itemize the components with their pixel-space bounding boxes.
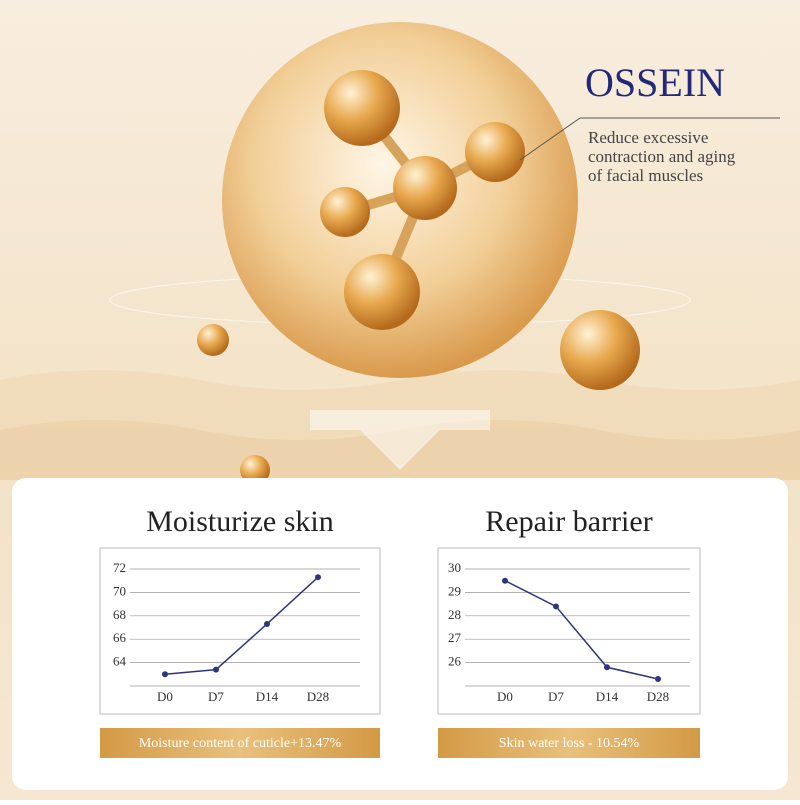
x-tick-label: D14 (256, 689, 279, 704)
line (504, 580, 659, 680)
chart-title: Repair barrier (485, 505, 652, 538)
pointer-line (519, 117, 581, 161)
footer-label: Moisture content of cuticle+13.47% (139, 736, 342, 751)
plot-frame (99, 547, 381, 715)
point (264, 620, 270, 627)
molecule (465, 122, 525, 182)
point (162, 671, 168, 678)
footer-band (438, 728, 700, 758)
y-tick-label: 27 (448, 630, 462, 645)
y-tick-label: 68 (113, 607, 126, 622)
description: Reduce excessive (588, 128, 708, 147)
y-tick-label: 30 (448, 560, 461, 575)
y-tick-label: 66 (113, 630, 127, 645)
x-tick-label: D28 (647, 689, 669, 704)
point (604, 664, 610, 671)
x-tick-label: D0 (497, 689, 513, 704)
footer-band (100, 728, 380, 758)
y-tick-label: 29 (448, 583, 461, 598)
molecule (344, 254, 420, 330)
footer-label: Skin water loss - 10.54% (499, 736, 640, 751)
point (315, 574, 321, 581)
x-tick-label: D14 (596, 689, 619, 704)
molecule (320, 187, 370, 237)
description: contraction and aging (588, 147, 736, 166)
arrow (310, 410, 490, 470)
description: of facial muscles (588, 166, 703, 185)
droplet (240, 455, 270, 485)
y-tick-label: 28 (448, 607, 461, 622)
molecule (324, 70, 400, 146)
point (213, 666, 219, 673)
y-tick-label: 72 (113, 560, 126, 575)
title: OSSEIN (585, 60, 725, 105)
y-tick-label: 64 (113, 654, 127, 669)
point (502, 577, 508, 584)
y-tick-label: 26 (448, 654, 462, 669)
chart-title: Moisturize skin (146, 505, 334, 538)
droplet (197, 324, 229, 356)
y-tick-label: 70 (113, 583, 126, 598)
x-tick-label: D7 (208, 689, 224, 704)
droplet (560, 310, 640, 390)
point (553, 603, 559, 610)
x-tick-label: D0 (157, 689, 173, 704)
molecule (393, 156, 457, 220)
line (164, 576, 319, 676)
x-tick-label: D28 (307, 689, 329, 704)
point (655, 675, 661, 682)
x-tick-label: D7 (548, 689, 564, 704)
